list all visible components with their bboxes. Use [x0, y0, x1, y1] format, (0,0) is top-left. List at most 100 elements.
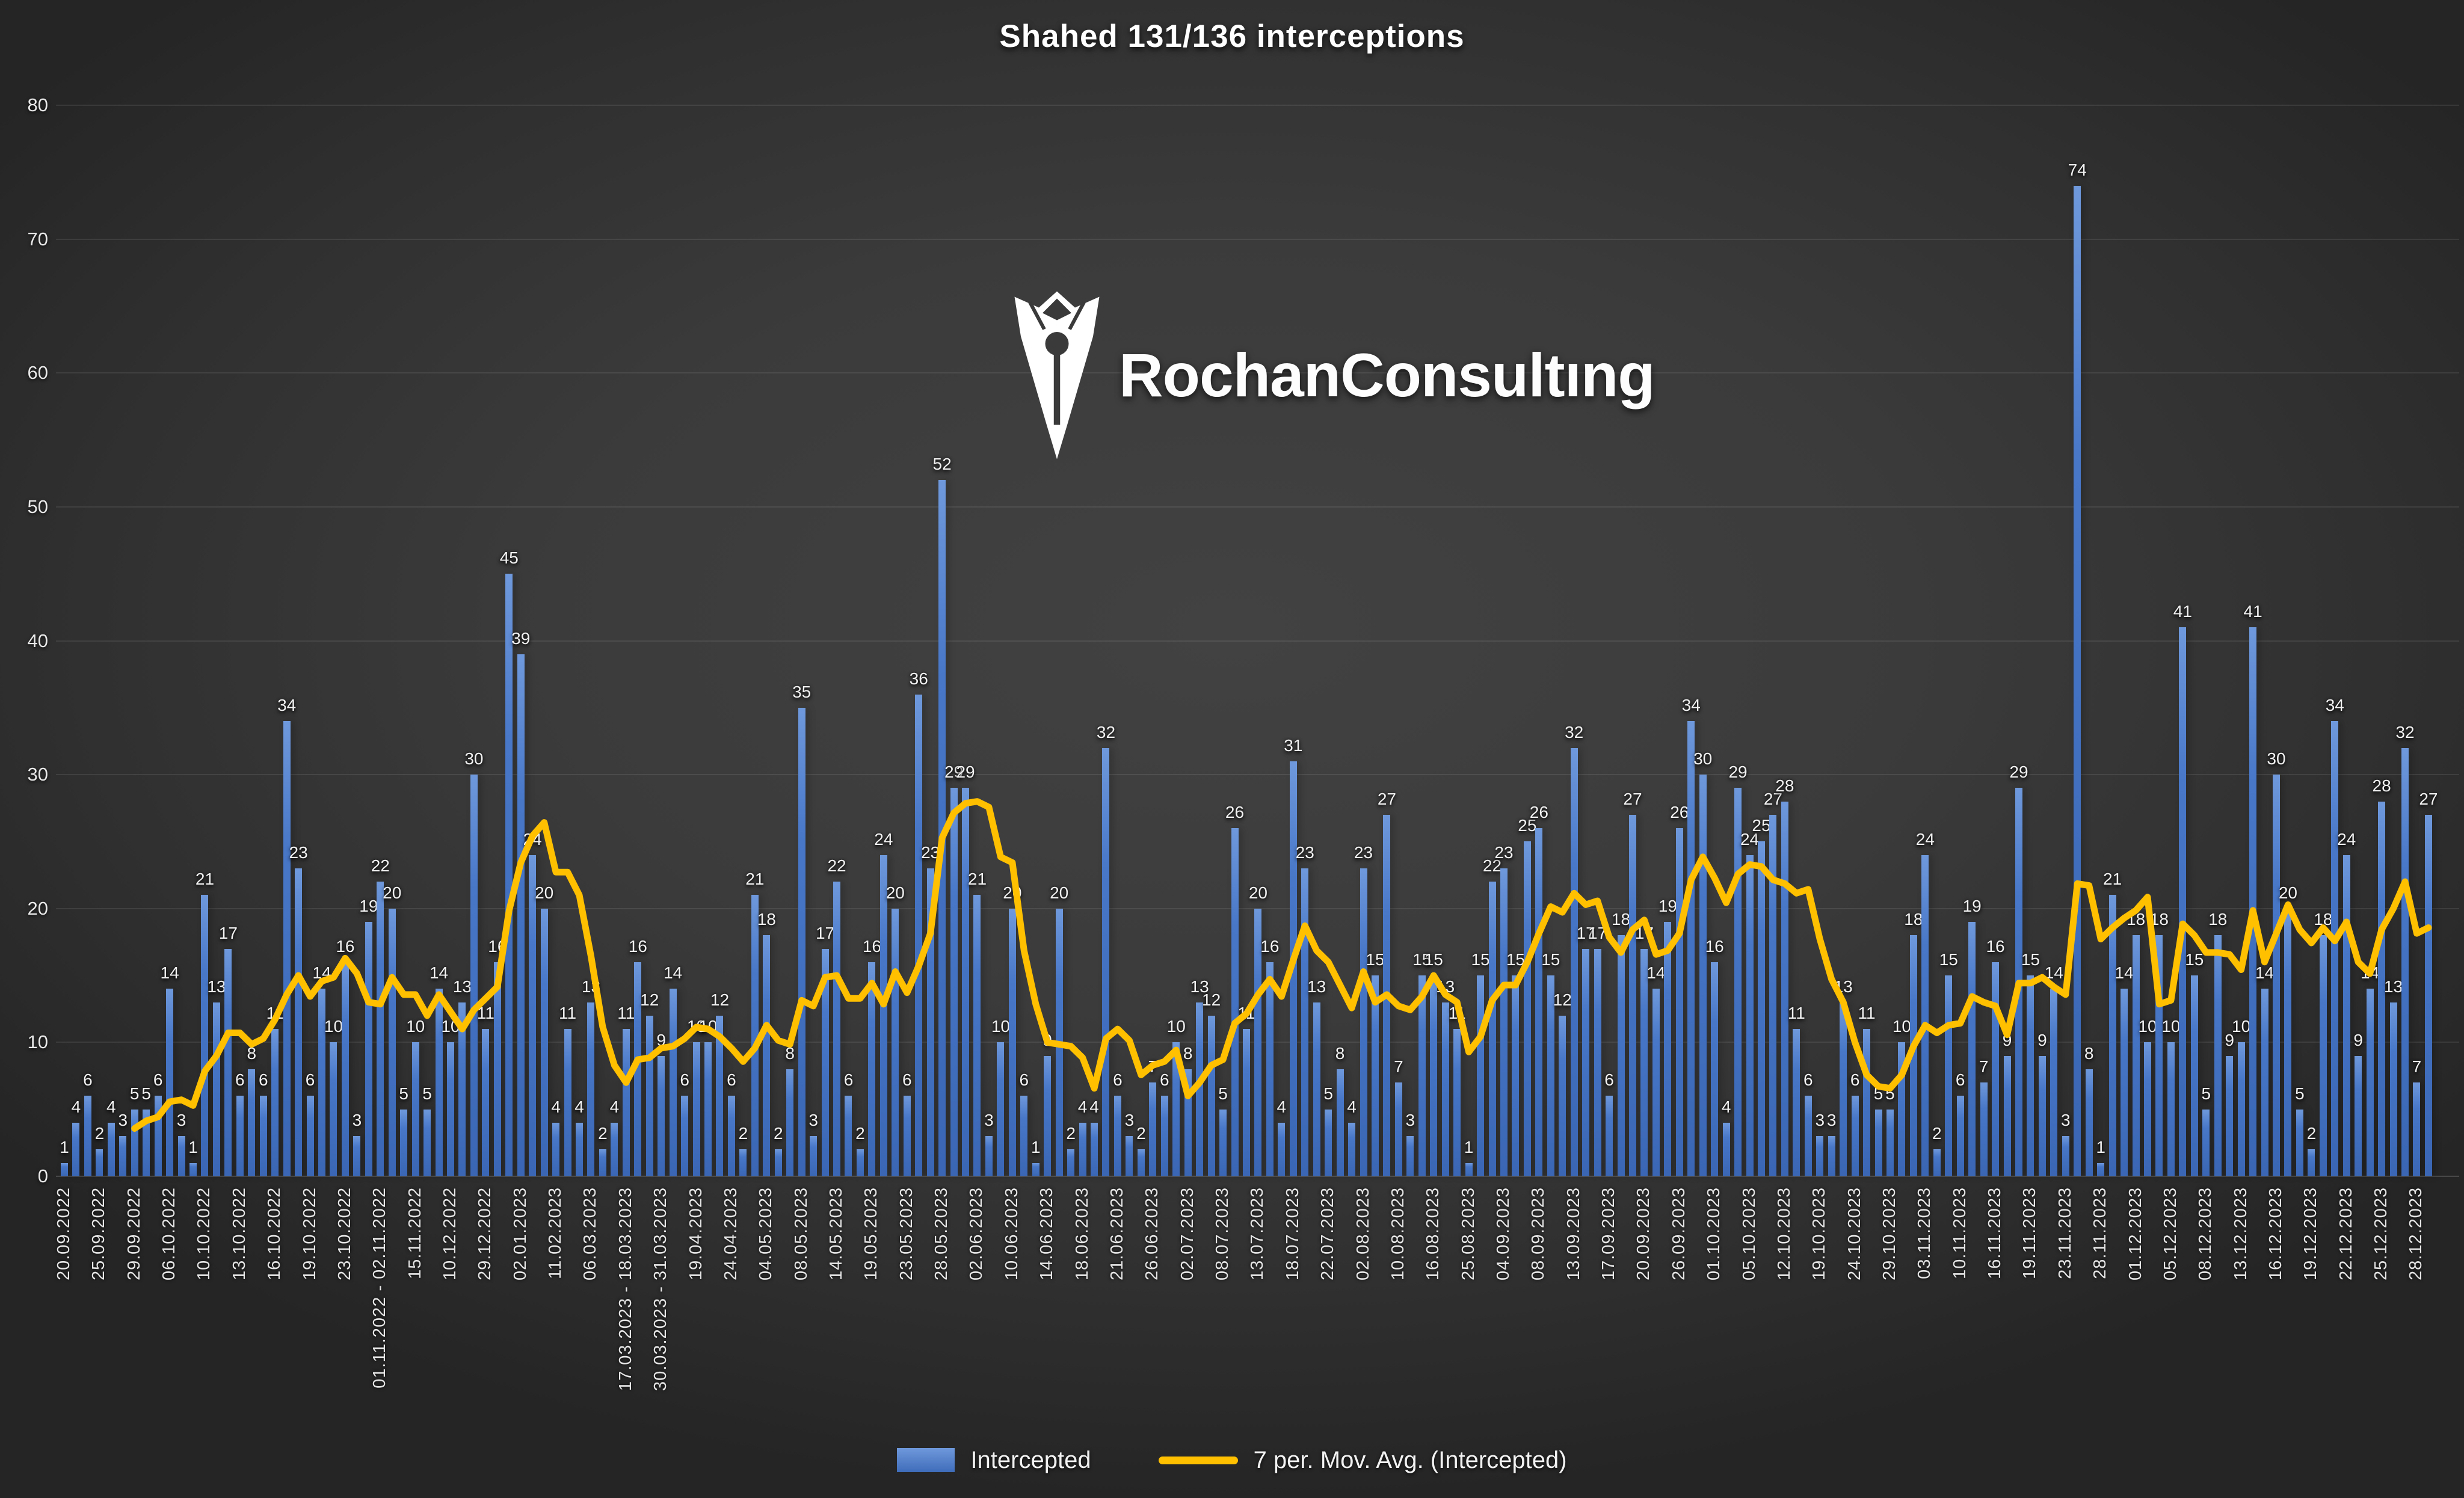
bar-value-label: 2 — [2306, 1124, 2317, 1143]
bar — [306, 1096, 314, 1176]
bar-value-label: 4 — [574, 1097, 584, 1116]
bar — [2097, 1162, 2105, 1176]
bar-value-label: 13 — [207, 977, 226, 996]
bar-value-label: 1 — [188, 1137, 198, 1156]
bar — [411, 1042, 419, 1176]
bar-value-label: 24 — [1740, 829, 1760, 849]
bar-value-label: 23 — [1295, 843, 1314, 862]
bar — [1313, 1002, 1320, 1176]
bar-value-label: 14 — [2255, 963, 2275, 983]
bar — [505, 574, 513, 1176]
bar — [669, 989, 677, 1176]
bar-value-label: 13 — [1190, 977, 1209, 996]
bar — [1126, 1136, 1133, 1176]
bar — [2331, 721, 2339, 1176]
bar-value-label: 15 — [1424, 950, 1443, 969]
bar — [1160, 1096, 1168, 1176]
bar-value-label: 6 — [1159, 1070, 1169, 1090]
gridline-70 — [56, 238, 2459, 240]
bar — [1453, 1029, 1461, 1176]
bar — [774, 1149, 782, 1176]
bar — [1242, 1029, 1250, 1176]
bar-value-label: 20 — [535, 883, 554, 902]
bar — [1968, 922, 1976, 1176]
bar — [1921, 855, 1929, 1176]
bar-value-label: 12 — [640, 990, 659, 1009]
bar — [517, 654, 525, 1176]
bar — [224, 948, 232, 1176]
bar-value-label: 4 — [1077, 1097, 1088, 1116]
bar-value-label: 1 — [1464, 1137, 1474, 1156]
bar — [2038, 1055, 2046, 1176]
bar — [435, 989, 443, 1176]
bar-value-label: 3 — [1826, 1111, 1837, 1130]
bar — [1559, 1015, 1566, 1176]
bar — [1394, 1082, 1402, 1176]
bar-value-label: 5 — [1323, 1084, 1333, 1103]
bar-value-label: 3 — [808, 1111, 818, 1130]
bar — [470, 775, 478, 1176]
bar — [2190, 975, 2198, 1176]
bar-value-label: 25 — [1518, 816, 1537, 835]
bar — [739, 1149, 747, 1176]
bar-value-label: 6 — [1955, 1070, 1965, 1090]
bar — [259, 1096, 267, 1176]
bar — [1336, 1069, 1344, 1176]
bar — [493, 962, 501, 1176]
bar — [201, 895, 209, 1176]
bar — [1699, 775, 1707, 1176]
bar-value-label: 5 — [129, 1084, 140, 1103]
bar-value-label: 5 — [2295, 1084, 2305, 1103]
bar-value-label: 4 — [1721, 1097, 1731, 1116]
bar — [540, 908, 548, 1176]
bar — [119, 1136, 127, 1176]
bar — [938, 480, 946, 1176]
bar-value-label: 5 — [2201, 1084, 2211, 1103]
bar — [482, 1029, 490, 1176]
bar — [1840, 1002, 1847, 1176]
bar-value-label: 6 — [843, 1070, 854, 1090]
bar — [353, 1136, 361, 1176]
bar-value-label: 7 — [2412, 1057, 2422, 1076]
bar-value-label: 28 — [2372, 776, 2391, 795]
bar — [2401, 747, 2409, 1176]
bar-value-label: 19 — [1658, 897, 1677, 915]
bar — [318, 989, 325, 1176]
bar-value-label: 8 — [247, 1043, 257, 1063]
bar — [1067, 1149, 1075, 1176]
bar-value-label: 6 — [902, 1070, 912, 1090]
bar — [2261, 989, 2268, 1176]
bar — [2085, 1069, 2093, 1176]
bar — [833, 882, 841, 1176]
bar-value-label: 11 — [1787, 1004, 1805, 1023]
bar — [821, 948, 829, 1176]
bar-value-label: 27 — [1623, 789, 1642, 808]
bar — [1828, 1136, 1835, 1176]
bar-value-label: 10 — [2161, 1017, 2181, 1036]
bar — [985, 1136, 993, 1176]
bar-value-label: 20 — [383, 883, 402, 902]
bar — [1137, 1149, 1145, 1176]
bar-value-label: 3 — [984, 1111, 994, 1130]
bar — [1231, 828, 1239, 1176]
bar — [2027, 975, 2034, 1176]
bar-value-label: 29 — [956, 763, 975, 782]
y-tick-10: 10 — [27, 1031, 48, 1053]
bar — [692, 1042, 700, 1176]
bar-value-label: 18 — [1611, 910, 1631, 929]
bar — [107, 1122, 115, 1176]
bar — [1523, 841, 1531, 1176]
bar — [1348, 1122, 1356, 1176]
bar-value-label: 20 — [886, 883, 905, 902]
legend-bar-label: Intercepted — [970, 1446, 1091, 1473]
bar-value-label: 10 — [324, 1017, 343, 1036]
bar — [2249, 627, 2257, 1176]
bar — [1793, 1029, 1800, 1176]
y-tick-40: 40 — [27, 630, 48, 651]
bar-value-label: 15 — [1366, 950, 1385, 969]
bar-value-label: 26 — [1529, 803, 1548, 822]
bar — [529, 855, 537, 1176]
bar — [1091, 1122, 1098, 1176]
bar-value-label: 4 — [1347, 1097, 1357, 1116]
